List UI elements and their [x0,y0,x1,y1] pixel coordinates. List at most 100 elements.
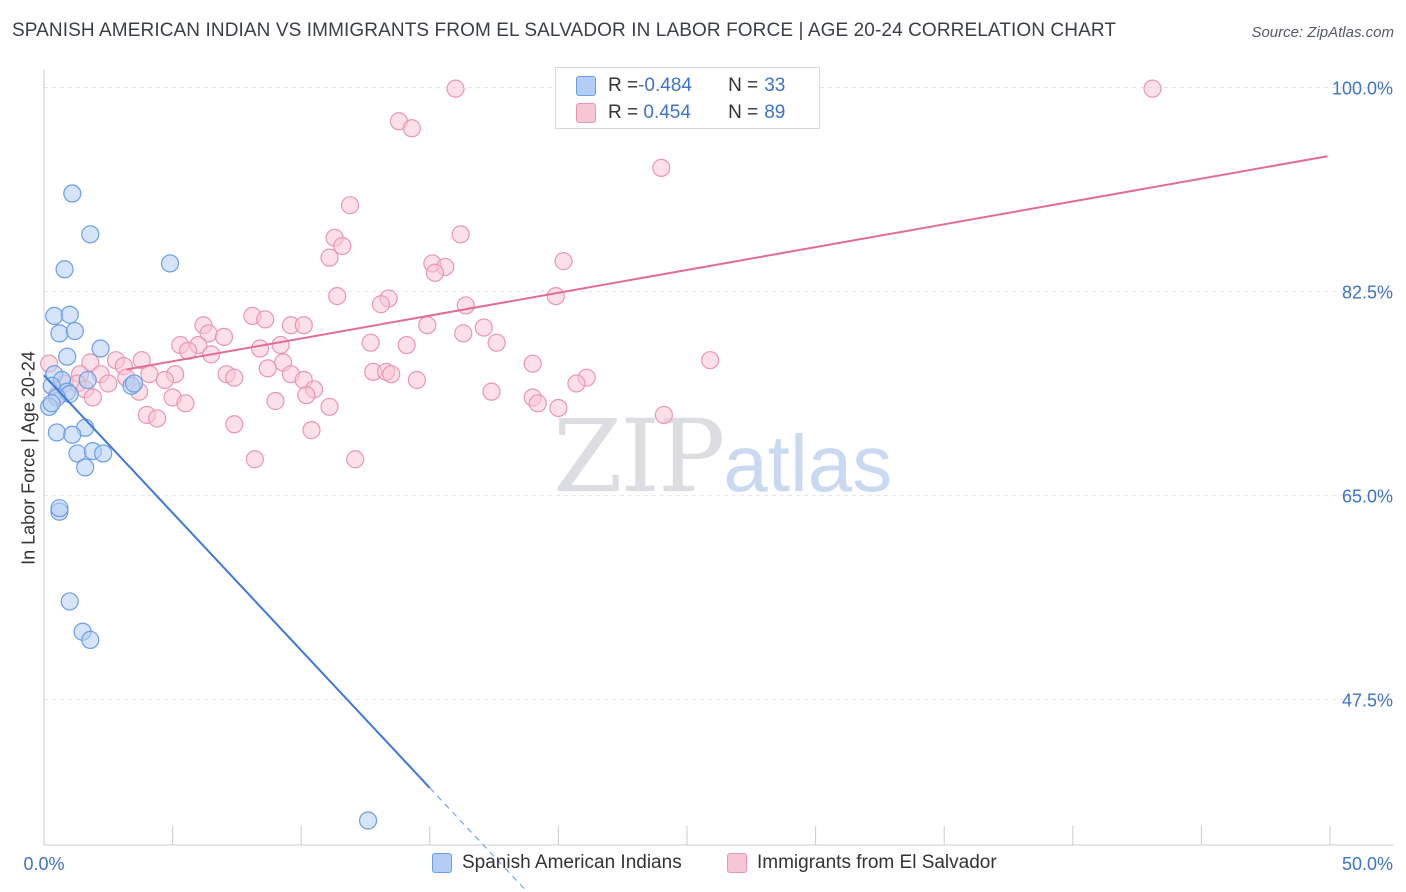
spanish-american-indian-point-6 [50,324,69,343]
spanish-american-indian-point-12 [78,370,97,390]
trend-line-blue [43,374,431,789]
stats-row-pink: R = 0.454 N = 89 [576,101,785,125]
el-salvador-point-75 [266,391,285,411]
swatch-pink [576,103,596,123]
el-salvador-point-79 [176,394,195,413]
spanish-american-indian-point-20 [42,394,61,413]
source-credit: Source: ZipAtlas.com [1251,24,1394,41]
trend-line-blue-extension [429,787,529,892]
swatch-blue [576,76,596,96]
el-salvador-point-24 [294,316,313,335]
el-salvador-point-65 [99,374,118,393]
el-salvador-point-57 [155,370,174,390]
el-salvador-point-4 [652,158,671,177]
el-salvador-point-0 [446,79,465,98]
el-salvador-point-14 [328,286,347,306]
el-salvador-point-83 [225,415,244,434]
legend-item-spanish-american-indians: Spanish American Indians [432,852,682,874]
el-salvador-point-85 [245,450,265,469]
spanish-american-indian-point-7 [65,321,84,341]
y-tick-label-0: 100.0% [1332,78,1393,98]
el-salvador-point-34 [397,335,416,355]
el-salvador-point-77 [528,394,547,413]
el-salvador-point-62 [567,374,586,393]
el-salvador-point-33 [271,335,290,355]
spanish-american-indian-point-9 [58,347,77,366]
el-salvador-point-26 [454,324,473,343]
spanish-american-indian-point-32 [81,630,100,649]
y-tick-label-1: 82.5% [1342,282,1393,302]
series-immigrants-from-el-salvador [40,79,1162,469]
spanish-american-indian-point-2 [55,260,74,279]
y-tick-label-3: 47.5% [1342,690,1393,710]
spanish-american-indian-point-23 [63,425,82,444]
el-salvador-point-58 [225,368,244,387]
el-salvador-point-68 [482,382,501,401]
legend-label: Spanish American Indians [462,852,682,873]
spanish-american-indian-point-26 [94,444,113,463]
stats-row-blue: R = -0.484 N = 33 [576,74,785,98]
el-salvador-point-78 [549,398,568,418]
trend-lines [43,155,1328,892]
legend-swatch-blue [432,853,452,873]
r-value: 0.454 [638,102,691,123]
x-tick-label-start: 0.0% [23,854,64,874]
el-salvador-point-76 [320,397,339,416]
el-salvador-point-5 [340,196,360,215]
y-axis-label: In Labor Force | Age 20-24 [18,351,39,565]
y-tick-labels: 100.0% 82.5% 65.0% 47.5% [1332,78,1393,710]
stats-legend: R = -0.484 N = 33 R = 0.454 N = 89 [555,67,820,129]
spanish-american-indian-point-1 [81,225,100,244]
el-salvador-point-1 [1143,79,1162,98]
legend-swatch-pink [727,853,747,873]
r-value: -0.484 [638,75,692,96]
n-label: N = [728,102,759,123]
el-salvador-point-16 [546,286,565,306]
el-salvador-point-41 [81,353,100,372]
x-tick-labels: 0.0% 50.0% [23,854,1393,874]
el-salvador-point-82 [148,409,167,428]
watermark-atlas: atlas [723,419,893,508]
el-salvador-point-60 [407,370,427,390]
el-salvador-point-43 [701,351,720,370]
el-salvador-point-25 [474,318,493,337]
el-salvador-point-54 [382,365,401,384]
el-salvador-point-35 [250,339,270,358]
el-salvador-point-86 [346,450,365,469]
r-label: R = [608,102,639,123]
el-salvador-point-13 [425,263,445,282]
el-salvador-point-17 [371,295,391,314]
el-salvador-point-28 [214,327,234,346]
el-salvador-point-72 [297,386,316,405]
el-salvador-point-31 [487,333,506,352]
el-salvador-point-20 [256,310,275,329]
x-tick-label-end: 50.0% [1342,854,1393,874]
spanish-american-indian-point-5 [60,305,79,324]
spanish-american-indian-point-4 [45,306,64,326]
legend-item-immigrants-from-el-salvador: Immigrants from El Salvador [727,852,997,874]
n-value: 89 [764,102,786,123]
el-salvador-point-44 [523,354,542,373]
spanish-american-indian-point-27 [76,458,95,477]
el-salvador-point-71 [83,388,102,407]
spanish-american-indian-point-29 [50,499,69,518]
spanish-american-indian-point-22 [47,423,66,442]
spanish-american-indian-point-33 [358,811,378,830]
el-salvador-point-50 [140,365,159,384]
spanish-american-indian-point-3 [160,254,180,273]
el-salvador-point-10 [554,252,573,271]
el-salvador-point-18 [456,296,475,315]
el-salvador-point-6 [451,225,470,244]
el-salvador-point-3 [402,119,421,138]
trend-line-pink [126,155,1328,371]
chart-title: SPANISH AMERICAN INDIAN VS IMMIGRANTS FR… [12,20,1117,41]
el-salvador-point-84 [302,421,321,440]
el-salvador-point-29 [361,333,380,352]
el-salvador-point-80 [654,405,673,425]
axes [43,70,1393,846]
legend-label: Immigrants from El Salvador [757,852,997,873]
spanish-american-indian-point-0 [63,184,82,203]
r-label: R = [608,75,639,96]
y-tick-label-2: 65.0% [1342,486,1393,506]
